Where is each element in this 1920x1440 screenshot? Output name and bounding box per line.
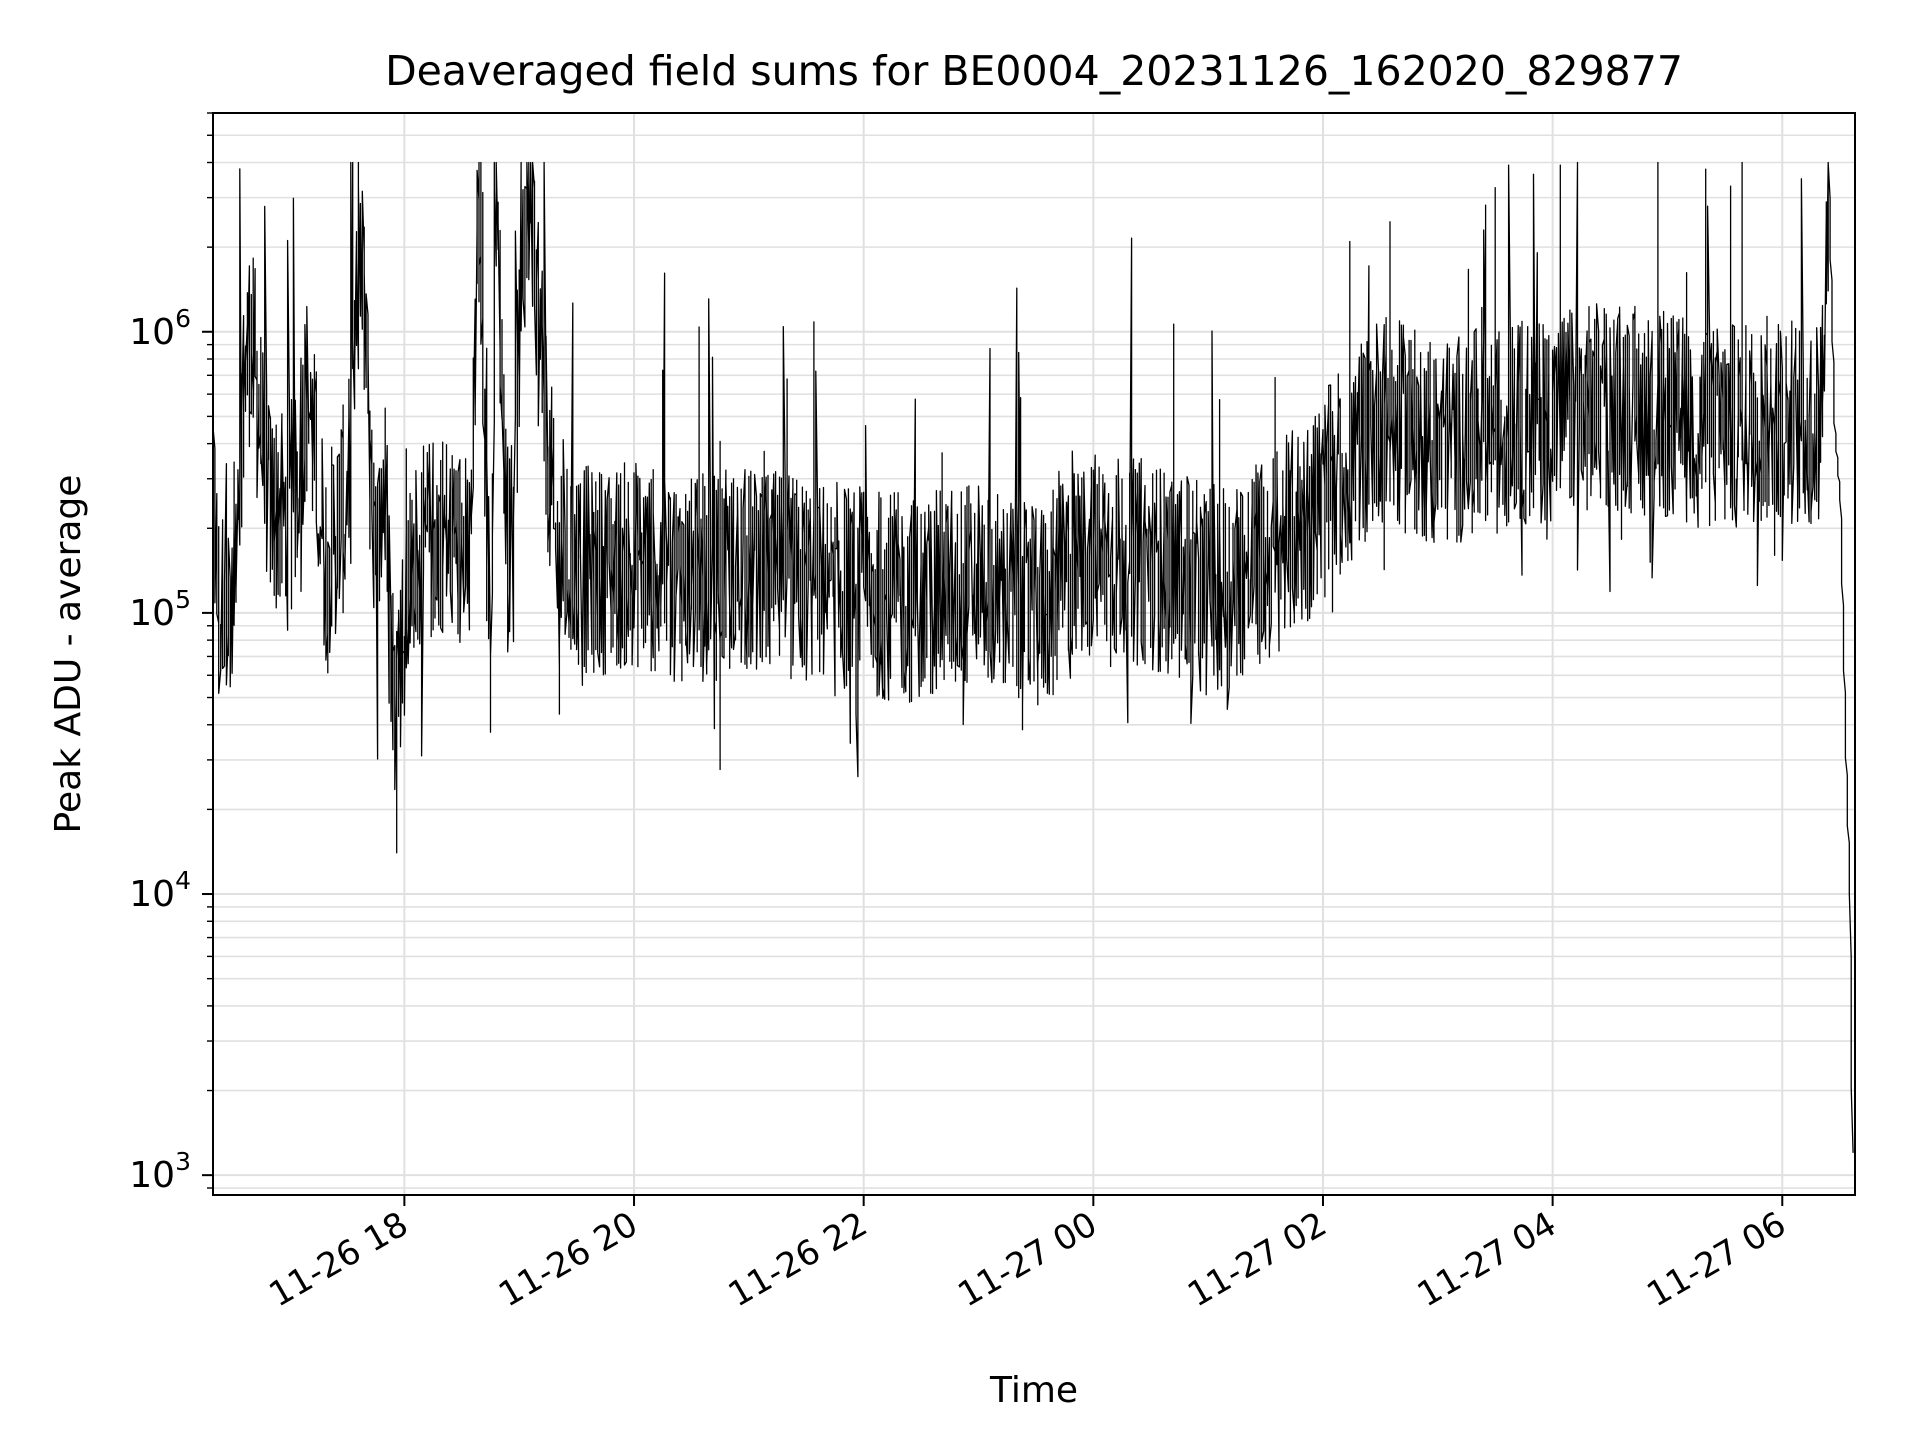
y-tick-label: 104 — [129, 866, 191, 915]
chart-title: Deaveraged field sums for BE0004_2023112… — [385, 47, 1683, 95]
plot-frame — [212, 112, 1856, 1196]
y-tick-label: 105 — [129, 585, 191, 634]
y-tick-label: 103 — [129, 1147, 191, 1196]
x-tick-label: 11-27 00 — [951, 1204, 1103, 1315]
y-axis: 103 104 105 106 — [129, 112, 213, 1196]
x-axis: 11-26 18 11-26 20 11-26 22 11-27 00 11-27 02… — [262, 1195, 1793, 1315]
x-tick-label: 11-26 18 — [262, 1204, 414, 1315]
x-tick-label: 11-26 20 — [492, 1204, 644, 1315]
x-tick-label: 11-27 06 — [1640, 1204, 1792, 1315]
y-tick-label: 106 — [129, 304, 191, 353]
x-tick-label: 11-26 22 — [722, 1204, 874, 1315]
y-axis-label: Peak ADU - average — [48, 475, 89, 834]
series-layer — [213, 161, 1854, 1153]
x-axis-label: Time — [989, 1370, 1078, 1411]
x-tick-label: 11-27 04 — [1411, 1204, 1563, 1315]
x-tick-label: 11-27 02 — [1181, 1204, 1333, 1315]
series-line — [213, 161, 1854, 1153]
